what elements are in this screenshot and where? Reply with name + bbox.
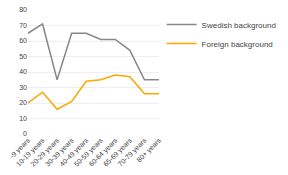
svg-text:30-39 years: 30-39 years <box>44 136 76 168</box>
svg-text:70: 70 <box>19 22 27 29</box>
svg-text:80+ years: 80+ years <box>135 136 163 164</box>
svg-text:10: 10 <box>19 115 27 122</box>
svg-text:65-69 years: 65-69 years <box>102 136 134 168</box>
svg-text:70-79 years: 70-79 years <box>117 136 149 168</box>
svg-text:0: 0 <box>23 130 27 137</box>
svg-text:40: 40 <box>19 68 27 75</box>
svg-text:30: 30 <box>19 84 27 91</box>
svg-text:60-64 years: 60-64 years <box>87 136 119 168</box>
svg-text:Swedish background: Swedish background <box>202 21 276 30</box>
svg-text:20-29 years: 20-29 years <box>29 136 61 168</box>
svg-text:50-59 years: 50-59 years <box>73 136 105 168</box>
svg-text:-9 years: -9 years <box>8 136 32 160</box>
svg-text:50: 50 <box>19 53 27 60</box>
svg-text:40-49 years: 40-49 years <box>58 136 90 168</box>
svg-text:20: 20 <box>19 99 27 106</box>
svg-text:80: 80 <box>19 6 27 13</box>
svg-text:Foreign background: Foreign background <box>202 40 273 49</box>
svg-text:10-19 years: 10-19 years <box>15 136 47 168</box>
svg-text:60: 60 <box>19 37 27 44</box>
